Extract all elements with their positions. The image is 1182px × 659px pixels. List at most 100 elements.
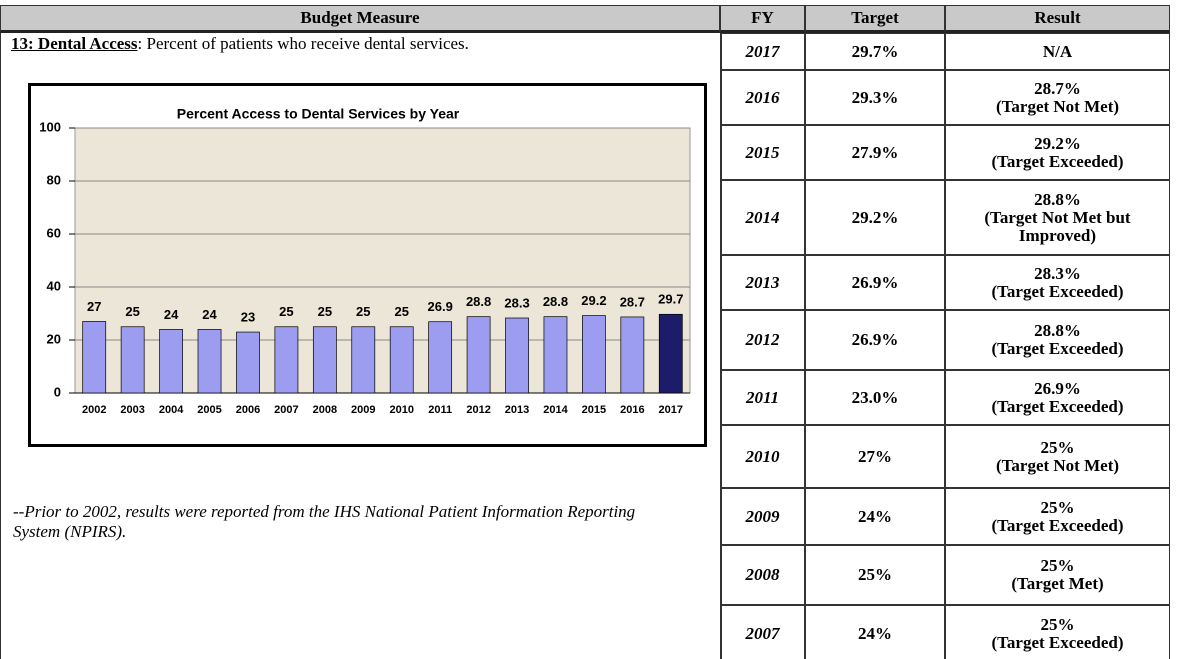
fy-cell: 2007 [720,605,805,659]
bar [197,329,222,394]
x-tick-label: 2012 [466,404,490,416]
header-cell: Target [805,5,945,33]
result: 28.7% [1034,78,1081,98]
fy-cell: 2017 [720,33,805,70]
x-tick-label: 2004 [159,404,184,416]
target-cell: 24% [805,488,945,545]
measure: 13: Dental Access: Percent of patients w… [11,34,469,54]
y-tick-label: 40 [47,278,61,293]
target-cell: 27% [805,425,945,488]
target-cell: 26.9% [805,310,945,370]
target-cell: 29.3% [805,70,945,125]
result: 25% [1040,614,1075,634]
x-tick-label: 2007 [274,404,298,416]
x-tick-label: 2010 [389,404,413,416]
bar [312,326,337,394]
y-tick-label: 0 [54,384,61,399]
status: (Target Exceeded) [991,396,1124,416]
status: (Target Met) [1011,574,1104,593]
value-label: 28.3 [504,295,529,310]
bar [582,315,606,394]
status: (Target Exceeded) [991,281,1124,301]
status: (Target Not Met) [995,455,1120,475]
status: (Target Not Met) [995,96,1120,116]
status: (Target Exceeded) [991,151,1124,171]
value-label: 29.7 [658,292,683,307]
result-cell: 28.8% (Target Not Met but Improved) [945,180,1170,255]
value-label: 27 [87,299,101,314]
result: 25% [1040,437,1075,457]
bar [236,331,260,394]
bar [658,313,683,394]
bar [274,326,299,394]
result-cell: 25% (Target Exceeded) [945,605,1170,659]
result: 28.8% [1034,189,1081,209]
fy-cell: 2011 [720,370,805,425]
bar [159,329,183,394]
x-tick-label: 2005 [197,404,221,416]
result: 28.8% [1034,321,1081,340]
result-cell: 25% (Target Met) [945,545,1170,605]
value-label: 24 [202,307,217,322]
value-label: 26.9 [428,299,453,314]
bar [505,317,529,394]
value-label: 25 [394,304,408,319]
x-tick-label: 2002 [82,404,106,416]
header-cell: FY [720,5,805,33]
fy-cell: 2016 [720,70,805,125]
x-tick-label: 2003 [120,404,144,416]
result-cell: 28.7% (Target Not Met) [945,70,1170,125]
x-tick-label: 2013 [505,404,529,416]
bar [428,321,453,394]
result: 25% [1040,556,1075,575]
bar [543,316,568,394]
value-label: 24 [164,307,179,322]
result-cell: N/A [945,33,1170,70]
value-label: 25 [318,304,332,319]
fy-cell: 2008 [720,545,805,605]
fy-cell: 2013 [720,255,805,310]
measure-text: : Percent of patients who receive dental… [137,34,469,53]
bar [389,326,414,394]
result: N/A [1042,41,1073,61]
target-cell: 27.9% [805,125,945,180]
x-tick-label: 2009 [351,404,375,416]
bar [620,316,645,394]
status: (Target Exceeded) [991,632,1124,652]
fy-cell: 2015 [720,125,805,180]
measure-cell: 13: Dental Access: Percent of patients w… [0,32,722,659]
status: (Target Exceeded) [991,339,1124,358]
x-tick-label: 2014 [543,404,568,416]
value-label: 25 [279,304,293,319]
bar [351,326,376,394]
x-tick-label: 2008 [313,404,337,416]
target-cell: 29.7% [805,33,945,70]
header-cell: Budget Measure [0,5,720,33]
result: 26.9% [1034,378,1081,398]
bar [466,316,491,394]
x-tick-label: 2017 [659,404,683,416]
value-label: 25 [125,304,139,319]
x-tick-label: 2006 [236,404,260,416]
target-cell: 29.2% [805,180,945,255]
value-label: 23 [241,309,255,324]
target-cell: 24% [805,605,945,659]
y-tick-label: 20 [47,331,61,346]
result-cell: 25% (Target Exceeded) [945,488,1170,545]
status: (Target Not Met but Improved) [984,207,1131,245]
fy-cell: 2009 [720,488,805,545]
fy-cell: 2012 [720,310,805,370]
chart: Percent Access to Dental Services by Yea… [28,83,707,447]
chart-title: Percent Access to Dental Services by Yea… [177,106,460,122]
measure-label: 13: Dental Access [11,34,138,53]
x-tick-label: 2011 [428,404,452,416]
value-label: 25 [356,304,370,319]
x-tick-label: 2015 [582,404,606,416]
result: 25% [1040,497,1075,517]
value-label: 28.8 [543,294,568,309]
target-cell: 26.9% [805,255,945,310]
bar [82,321,107,394]
y-tick-label: 60 [47,225,61,240]
value-label: 28.8 [466,294,491,309]
